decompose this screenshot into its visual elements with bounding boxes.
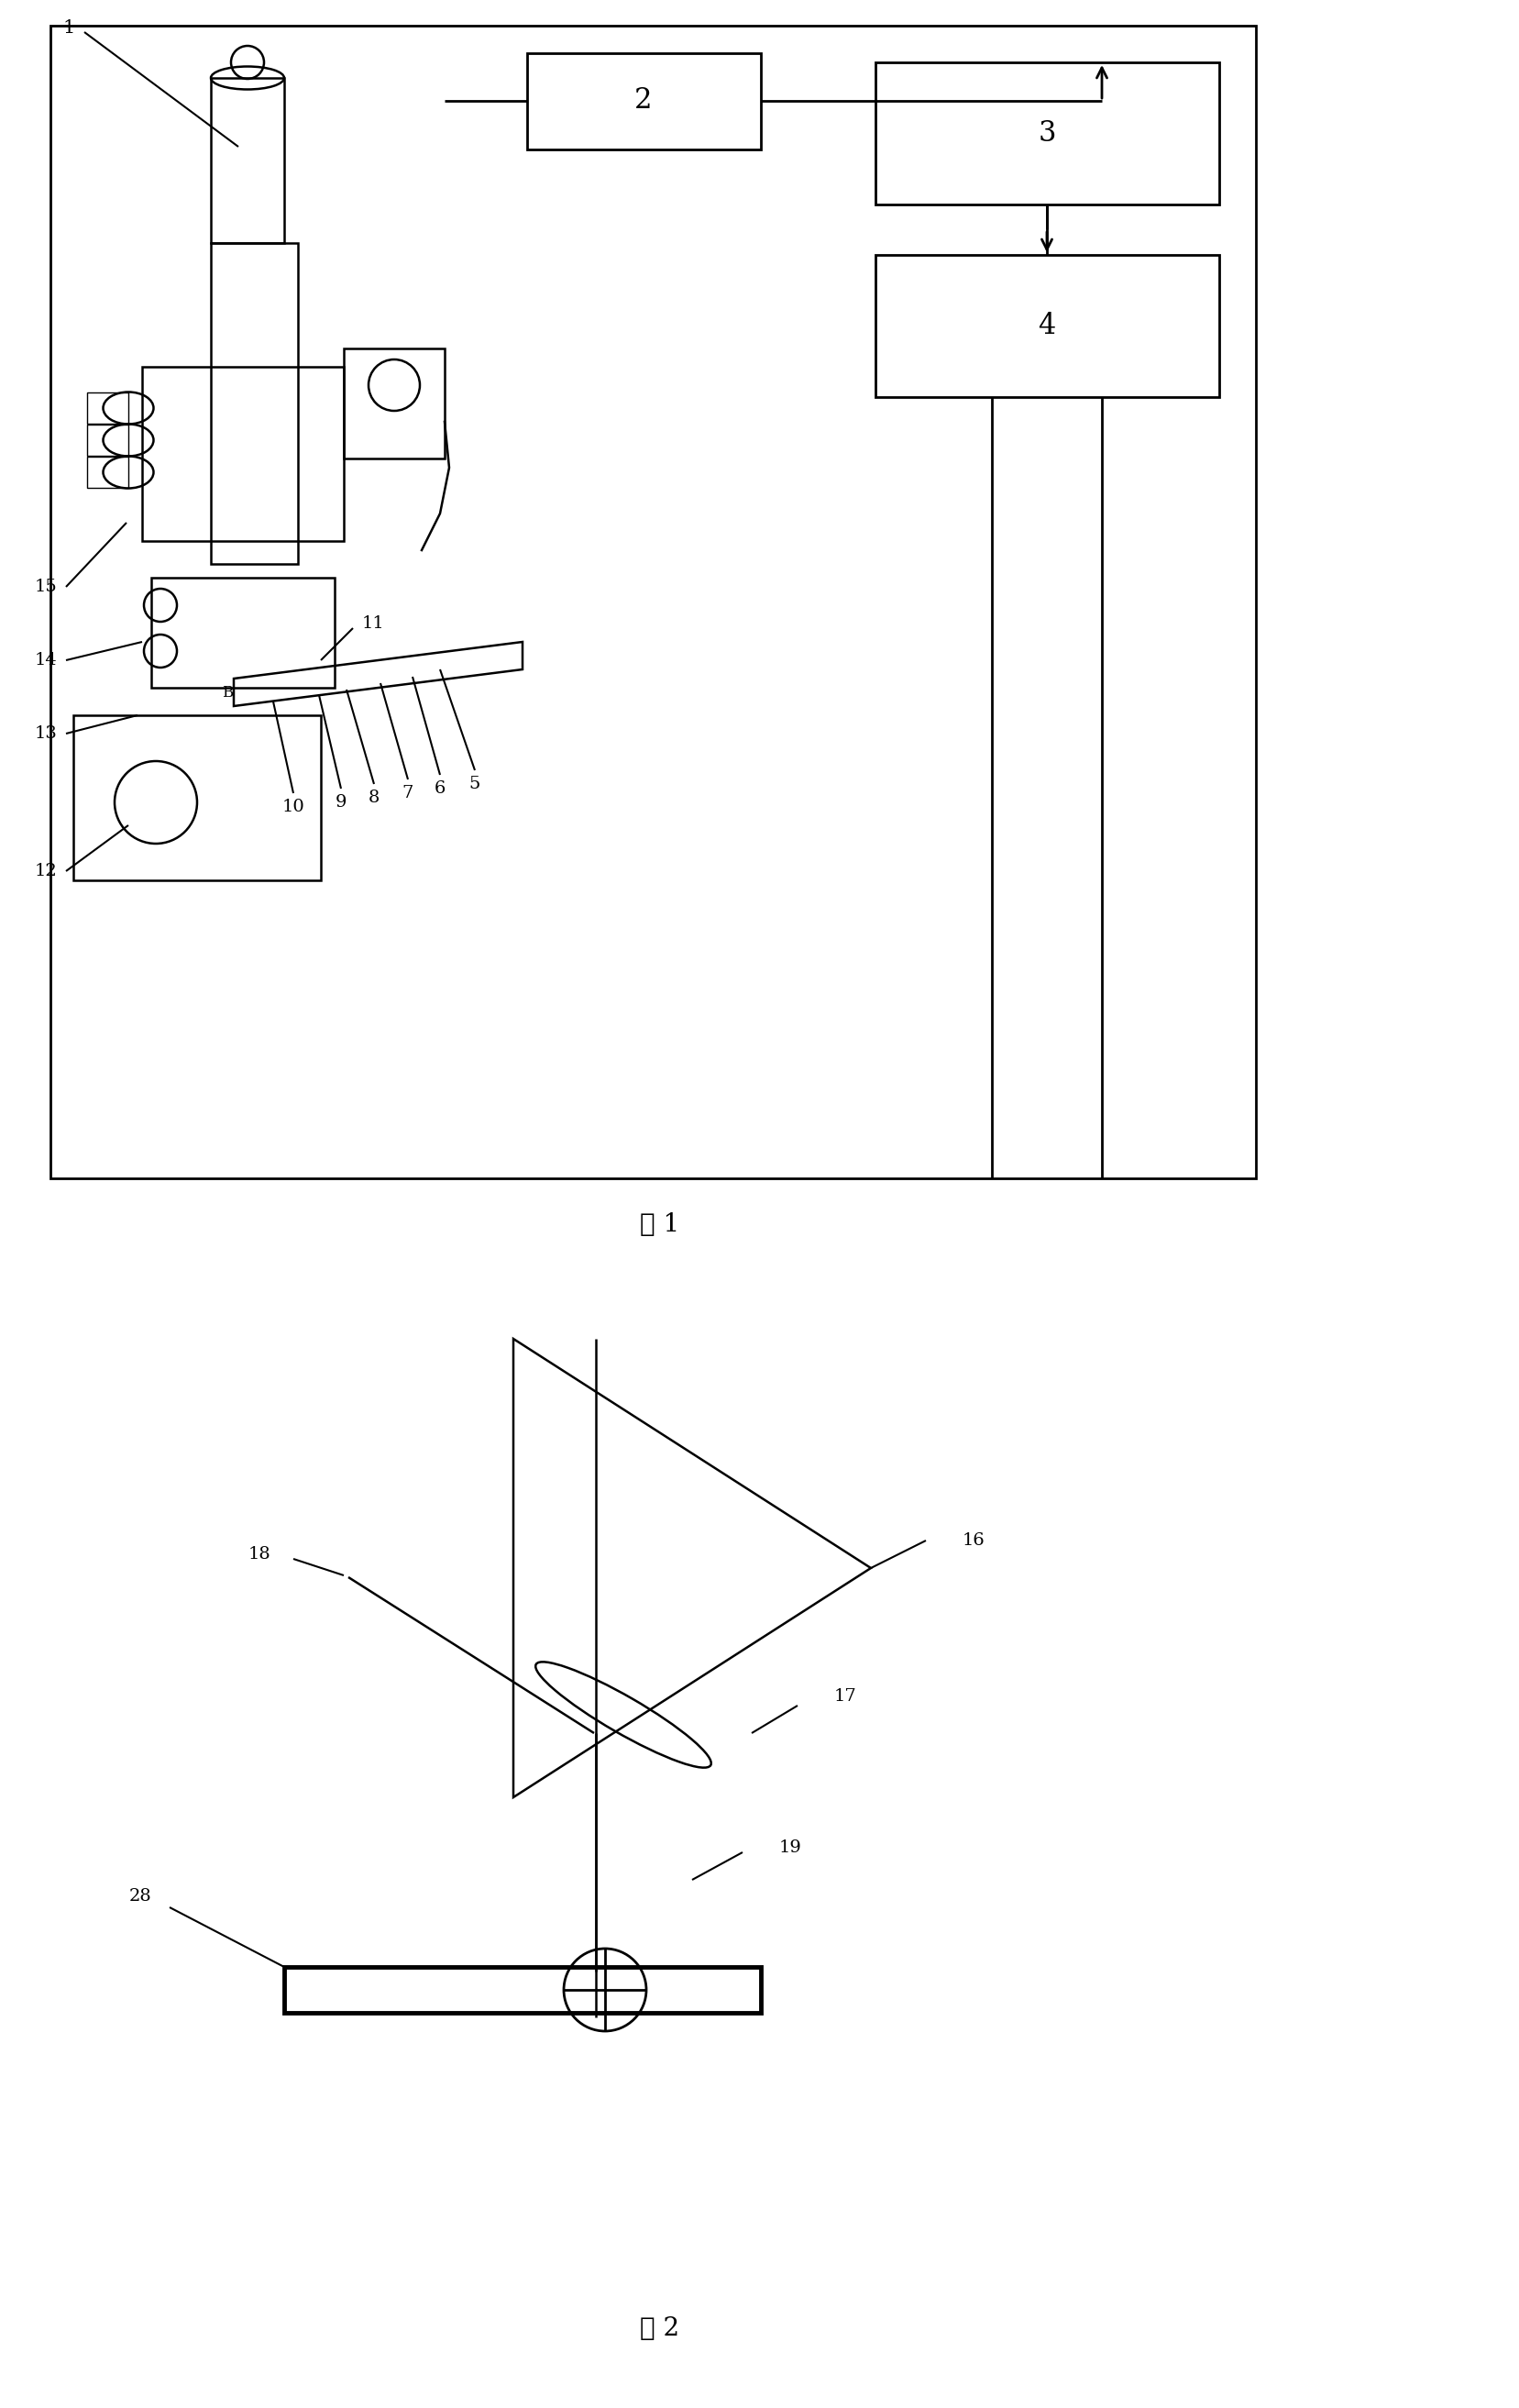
Text: 16: 16: [963, 1531, 986, 1548]
Text: 14: 14: [33, 653, 56, 669]
Bar: [73, 715, 321, 881]
Bar: [284, 1967, 761, 2013]
Bar: [143, 366, 343, 542]
Text: 2: 2: [635, 87, 653, 116]
Text: 17: 17: [834, 1688, 857, 1705]
Text: 10: 10: [283, 799, 305, 816]
Text: 13: 13: [33, 725, 56, 742]
Bar: [87, 424, 128, 455]
Bar: [87, 458, 128, 489]
Text: 7: 7: [403, 785, 413, 802]
Text: 图 1: 图 1: [639, 1211, 681, 1238]
Bar: [343, 349, 445, 458]
Bar: [527, 53, 761, 149]
Text: 6: 6: [434, 780, 445, 797]
Text: 15: 15: [33, 578, 56, 595]
Bar: [211, 243, 298, 563]
Text: 19: 19: [779, 1840, 802, 1857]
Text: B: B: [222, 684, 232, 701]
Bar: [50, 26, 1256, 1178]
Text: 5: 5: [469, 775, 480, 792]
Text: 图 2: 图 2: [641, 2316, 681, 2341]
Bar: [152, 578, 334, 689]
Text: 12: 12: [33, 862, 56, 879]
Text: 3: 3: [1037, 118, 1056, 147]
Bar: [875, 255, 1220, 397]
Text: 9: 9: [336, 795, 346, 811]
Bar: [875, 63, 1220, 205]
Text: 8: 8: [368, 790, 380, 807]
Text: 11: 11: [362, 616, 384, 631]
Text: 18: 18: [248, 1546, 270, 1563]
Bar: [87, 393, 128, 424]
Text: 4: 4: [1037, 311, 1056, 340]
Text: 28: 28: [129, 1888, 152, 1905]
Bar: [211, 77, 284, 243]
Text: 1: 1: [62, 19, 74, 36]
